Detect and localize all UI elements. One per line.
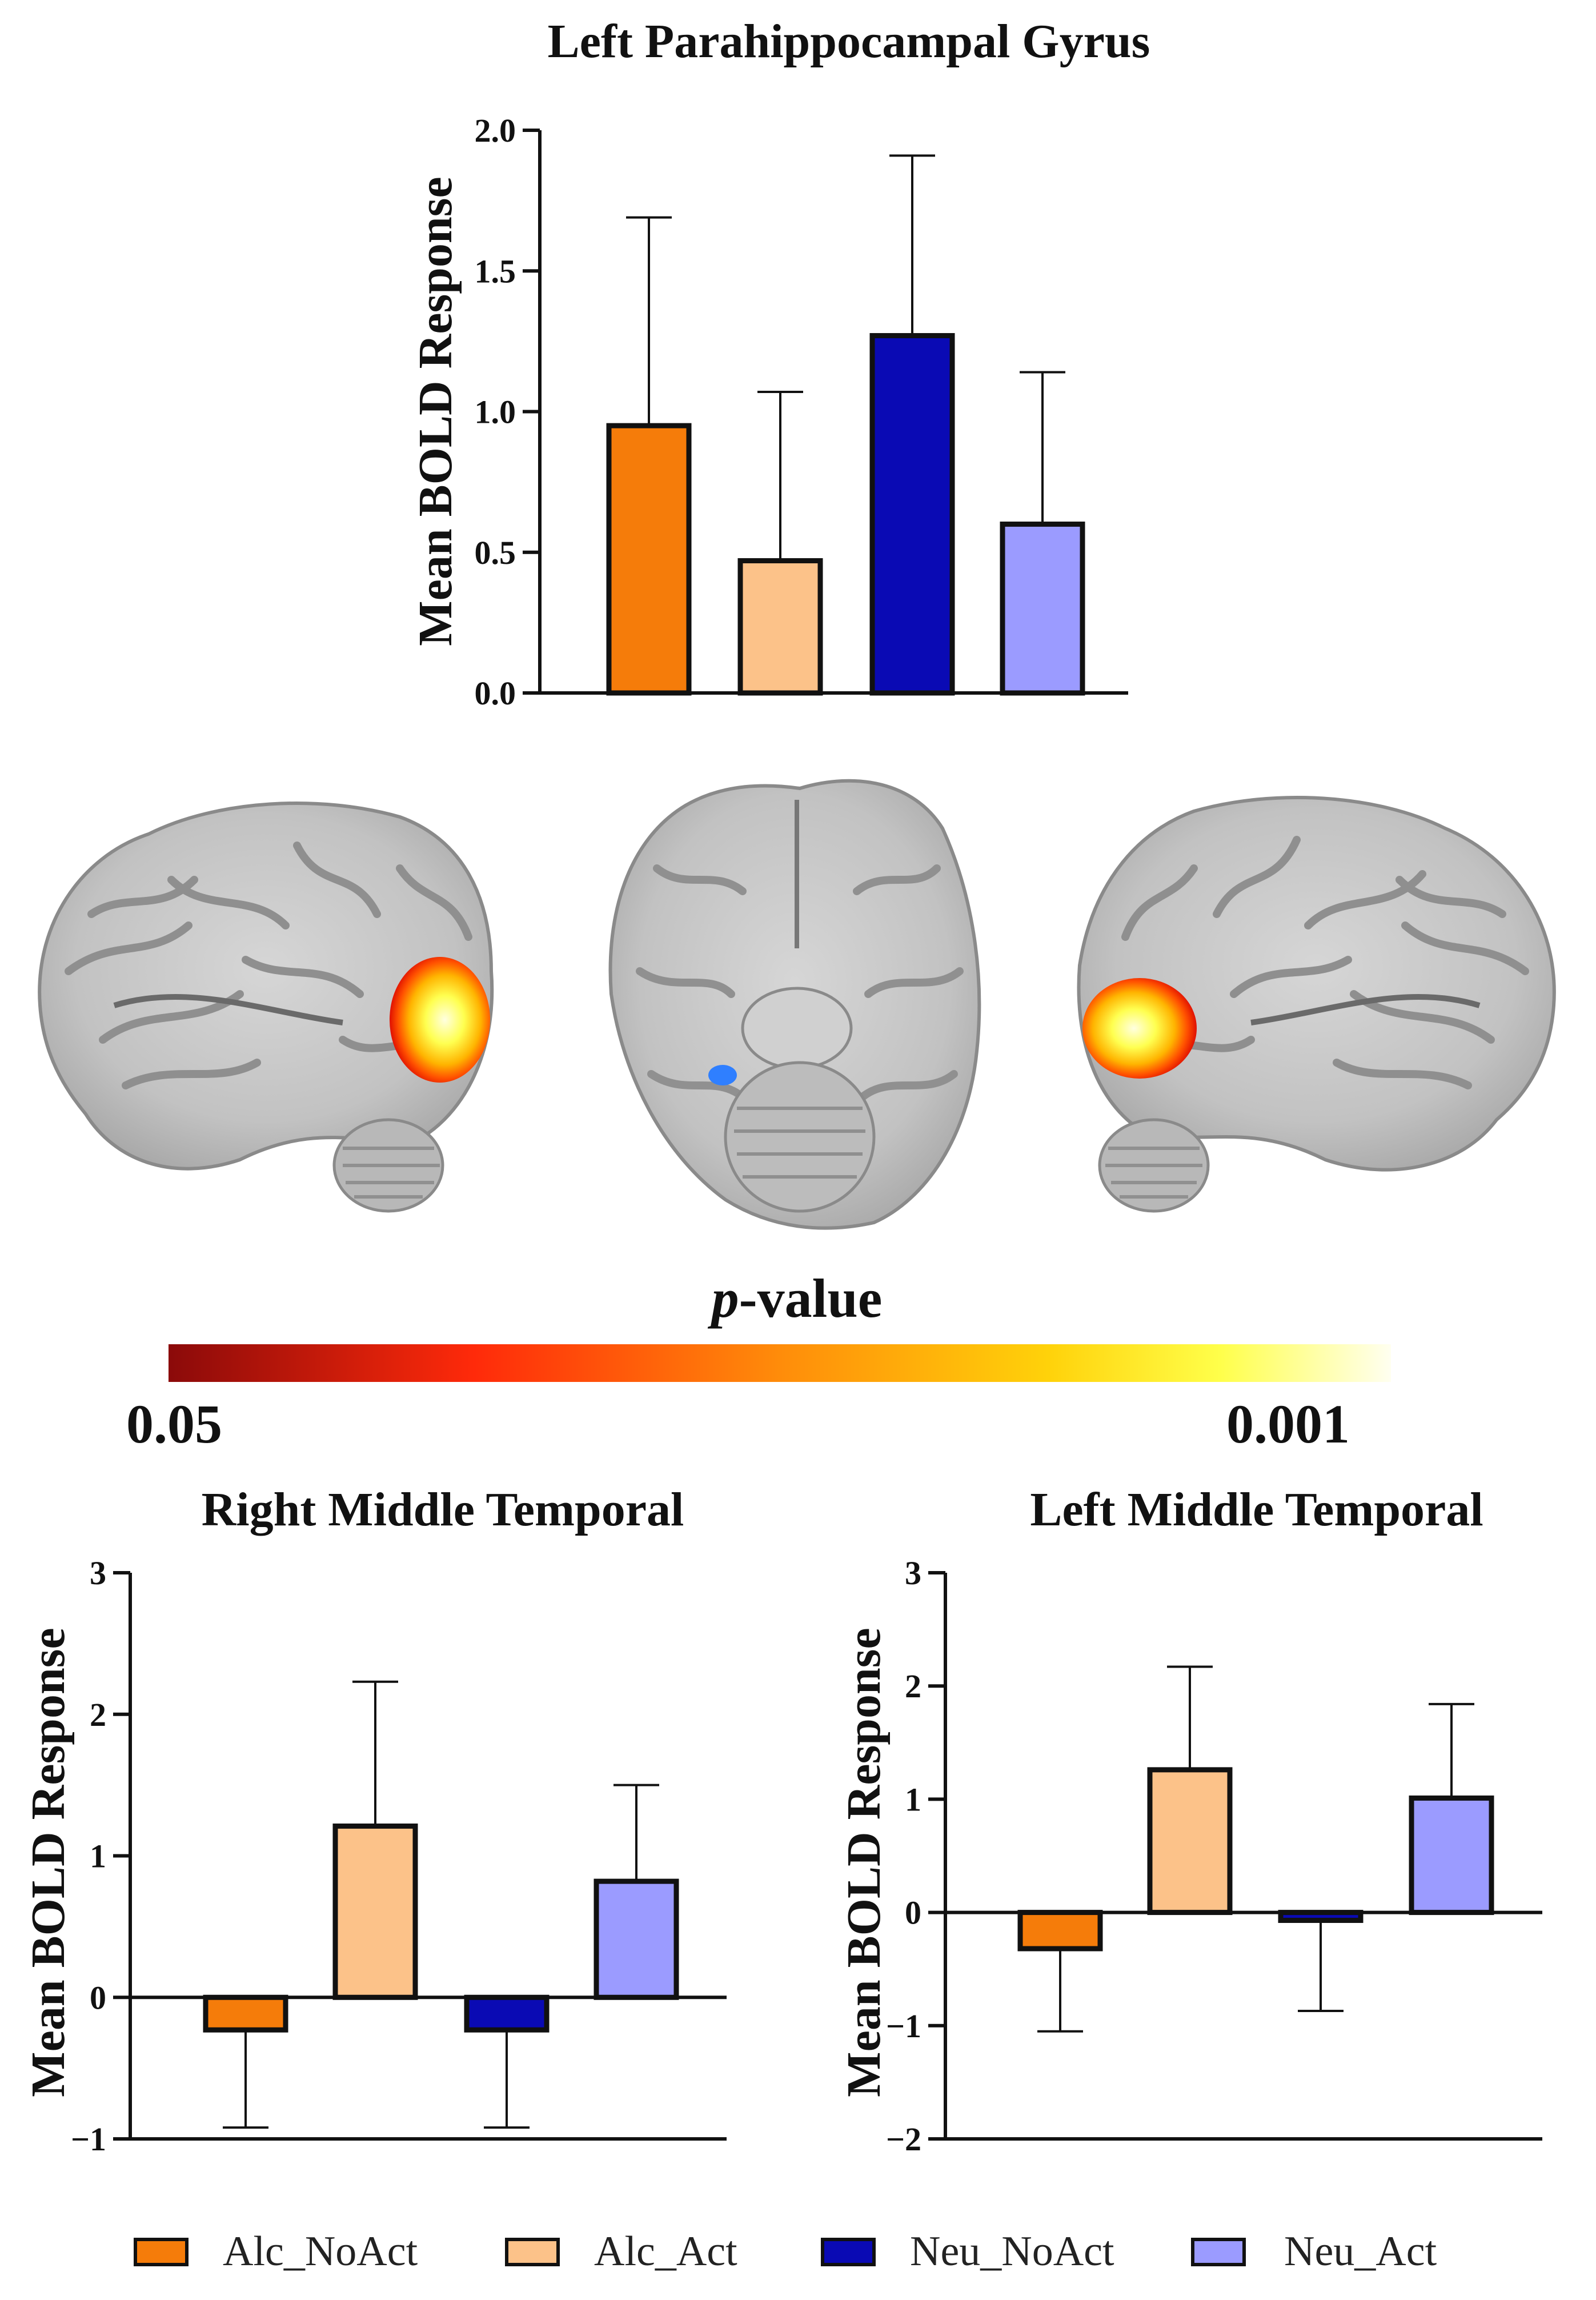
bar-alc-noact [1017, 1910, 1103, 1952]
bar-alc-act [737, 558, 823, 696]
bar-group [203, 1680, 679, 2129]
colorbar-gradient [169, 1344, 1391, 1382]
y-tick-label: 1 [90, 1838, 106, 1875]
chart-left-parahippocampal: Left Parahippocampal Gyrus Mean BOLD Res… [409, 15, 1150, 712]
y-axis-label: Mean BOLD Response [837, 1628, 891, 2097]
bar-alc-act [332, 1823, 418, 2000]
y-tick-label: −1 [71, 2121, 106, 2158]
chart-left-middle-temporal: Left Middle Temporal Mean BOLD Response … [837, 1483, 1542, 2158]
bar-neu-act [1000, 522, 1085, 696]
legend-swatch [821, 2238, 876, 2266]
bar-neu-noact [464, 1994, 550, 2033]
left-sagittal-view [38, 802, 494, 1213]
bar-neu-act [1409, 1795, 1494, 1916]
chart-title: Right Middle Temporal [202, 1483, 684, 1536]
y-axis-label: Mean BOLD Response [22, 1628, 75, 2097]
y-tick-label: 2 [905, 1668, 921, 1705]
colorbar-high-label: 0.001 [1226, 1393, 1350, 1454]
y-tick-label: 1.5 [475, 253, 516, 290]
bar-alc-act [1147, 1767, 1233, 1916]
y-tick-label: −1 [886, 2008, 921, 2045]
y-tick-label: 1.0 [475, 394, 516, 431]
y-tick-label: 0.5 [475, 534, 516, 571]
y-tick-label: −2 [886, 2121, 921, 2158]
legend-swatch [505, 2238, 560, 2266]
activation-blob [390, 957, 490, 1083]
p-value-colorbar: p-value 0.05 0.001 [126, 1268, 1391, 1454]
bar-neu-noact [869, 333, 955, 696]
bar-group [606, 154, 1085, 696]
chart-right-middle-temporal: Right Middle Temporal Mean BOLD Response… [22, 1483, 727, 2158]
legend: Alc_NoAct Alc_Act Neu_NoAct Neu_Act [134, 2228, 1437, 2275]
legend-label: Neu_Act [1284, 2228, 1437, 2275]
activation-blob [1082, 978, 1197, 1079]
brain-images [38, 779, 1556, 1230]
bar-neu-act [594, 1878, 679, 2000]
legend-swatch [1191, 2238, 1246, 2266]
axes [944, 1573, 1542, 2141]
y-tick-label: 2 [90, 1696, 106, 1733]
activation-blob [708, 1065, 737, 1085]
colorbar-title: p-value [708, 1268, 883, 1329]
y-tick-label: 3 [905, 1554, 921, 1592]
axial-view [608, 779, 981, 1230]
right-sagittal-view [1077, 796, 1556, 1213]
y-tick-label: 0 [905, 1894, 921, 1932]
bar-alc-noact [203, 1994, 288, 2033]
chart-title: Left Parahippocampal Gyrus [548, 15, 1150, 68]
y-tick-label: 0 [90, 1979, 106, 2016]
y-tick-label: 2.0 [475, 112, 516, 149]
legend-item-neu-noact: Neu_NoAct [821, 2228, 1114, 2275]
bar-group [1017, 1665, 1494, 2033]
y-ticks: 0.0 0.5 1.0 1.5 2.0 [475, 112, 540, 712]
y-tick-label: 3 [90, 1554, 106, 1592]
legend-item-alc-noact: Alc_NoAct [134, 2228, 418, 2275]
chart-title: Left Middle Temporal [1030, 1483, 1483, 1536]
legend-swatch [134, 2238, 189, 2266]
y-ticks: −1 0 1 2 3 [71, 1554, 130, 2158]
legend-label: Alc_NoAct [223, 2228, 418, 2275]
colorbar-low-label: 0.05 [126, 1393, 222, 1454]
bar-alc-noact [606, 423, 692, 696]
legend-item-neu-act: Neu_Act [1191, 2228, 1437, 2275]
y-tick-label: 0.0 [475, 675, 516, 712]
legend-label: Alc_Act [594, 2228, 737, 2275]
legend-item-alc-act: Alc_Act [505, 2228, 737, 2275]
y-ticks: −2 −1 0 1 2 3 [886, 1554, 945, 2158]
legend-label: Neu_NoAct [910, 2228, 1114, 2275]
y-tick-label: 1 [905, 1781, 921, 1818]
y-axis-label: Mean BOLD Response [409, 177, 462, 646]
